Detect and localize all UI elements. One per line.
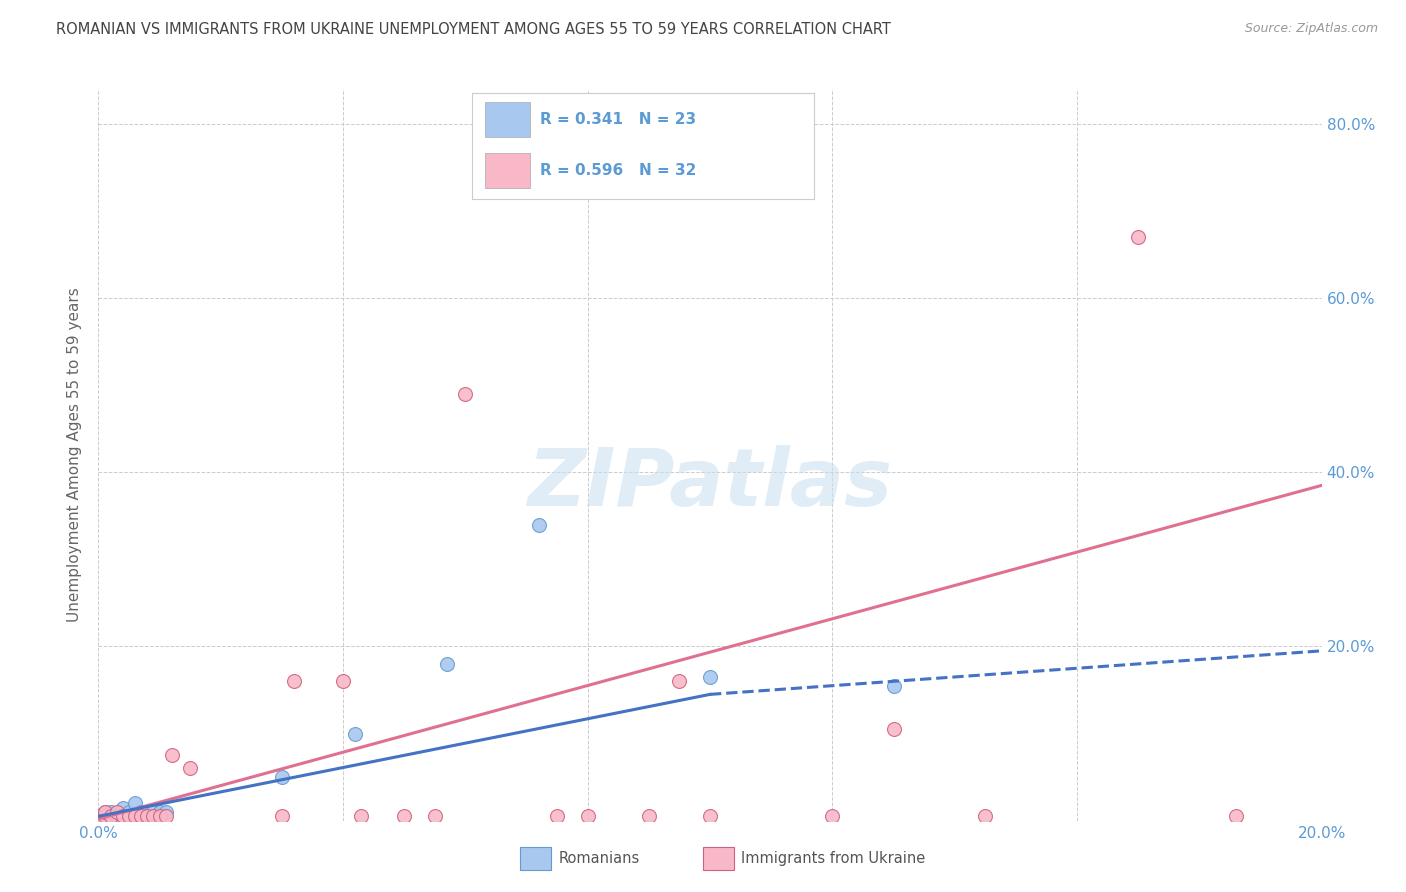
- Point: [149, 809, 172, 823]
- Point: [283, 674, 305, 689]
- Text: Immigrants from Ukraine: Immigrants from Ukraine: [741, 851, 925, 866]
- Y-axis label: Unemployment Among Ages 55 to 59 years: Unemployment Among Ages 55 to 59 years: [67, 287, 83, 623]
- Point: [392, 809, 416, 823]
- Point: [270, 770, 292, 784]
- Text: ZIPatlas: ZIPatlas: [527, 445, 893, 524]
- Text: Source: ZipAtlas.com: Source: ZipAtlas.com: [1244, 22, 1378, 36]
- Point: [111, 800, 134, 814]
- Point: [821, 809, 844, 823]
- Point: [350, 809, 373, 823]
- Point: [160, 748, 183, 763]
- Point: [883, 723, 905, 737]
- Point: [436, 657, 458, 671]
- Point: [155, 805, 177, 819]
- Point: [142, 809, 165, 823]
- Point: [699, 809, 721, 823]
- Point: [699, 670, 721, 684]
- Point: [129, 809, 152, 823]
- Point: [1128, 230, 1150, 244]
- Point: [454, 387, 477, 401]
- Point: [129, 805, 152, 819]
- Point: [332, 674, 354, 689]
- Point: [111, 809, 134, 823]
- Point: [974, 809, 997, 823]
- Point: [179, 761, 201, 775]
- Point: [93, 809, 115, 823]
- Point: [124, 809, 146, 823]
- Text: ROMANIAN VS IMMIGRANTS FROM UKRAINE UNEMPLOYMENT AMONG AGES 55 TO 59 YEARS CORRE: ROMANIAN VS IMMIGRANTS FROM UKRAINE UNEM…: [56, 22, 891, 37]
- Point: [637, 809, 661, 823]
- Point: [155, 809, 177, 823]
- Point: [270, 809, 292, 823]
- Text: Romanians: Romanians: [558, 851, 640, 866]
- Point: [100, 809, 122, 823]
- Point: [423, 809, 446, 823]
- Point: [136, 809, 159, 823]
- Point: [142, 805, 165, 819]
- Point: [118, 809, 141, 823]
- Point: [124, 796, 146, 810]
- Point: [100, 809, 122, 823]
- Point: [118, 809, 141, 823]
- Point: [93, 805, 115, 819]
- Point: [136, 809, 159, 823]
- Point: [111, 809, 134, 823]
- Point: [149, 805, 172, 819]
- Point: [344, 726, 367, 740]
- Point: [546, 809, 568, 823]
- Point: [883, 679, 905, 693]
- Point: [87, 809, 110, 823]
- Point: [576, 809, 599, 823]
- Point: [93, 805, 115, 819]
- Point: [1225, 809, 1247, 823]
- Point: [93, 809, 115, 823]
- Point: [87, 809, 110, 823]
- Point: [527, 517, 550, 532]
- Point: [105, 805, 128, 819]
- Point: [124, 809, 146, 823]
- Point: [118, 805, 141, 819]
- Point: [100, 805, 122, 819]
- Point: [668, 674, 690, 689]
- Point: [105, 809, 128, 823]
